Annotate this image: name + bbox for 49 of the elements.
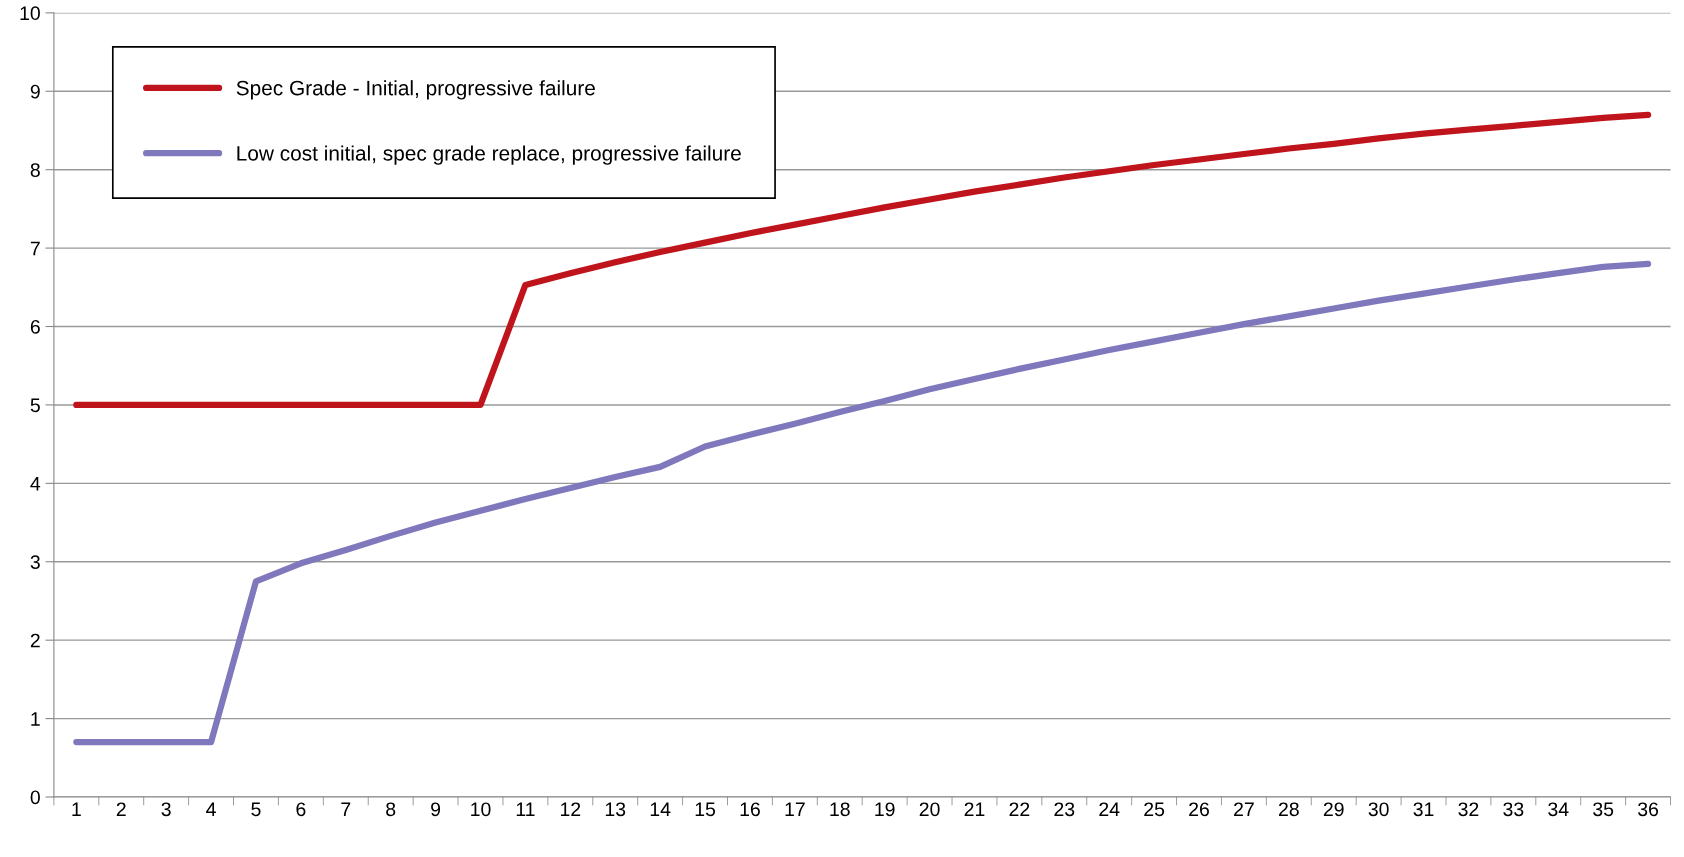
x-tick-label: 13 <box>605 802 626 817</box>
x-tick-label: 17 <box>785 802 805 816</box>
y-tick-label: 4 <box>30 477 41 491</box>
legend-label: Low cost initial, spec grade replace, progressive failure <box>237 145 741 165</box>
x-tick-label: 24 <box>1099 802 1120 816</box>
y-tick-label: 10 <box>20 6 40 21</box>
x-tick-label: 19 <box>875 802 895 817</box>
y-tick-label: 9 <box>30 84 40 99</box>
x-tick-label: 32 <box>1458 802 1479 817</box>
legend-label: Spec Grade - Initial, progressive failure <box>236 80 595 100</box>
x-tick-label: 25 <box>1144 802 1165 817</box>
y-tick-label: 8 <box>30 163 40 177</box>
x-tick-label: 6 <box>296 802 306 817</box>
x-tick-label: 35 <box>1593 802 1614 817</box>
x-tick-label: 28 <box>1278 802 1299 817</box>
x-tick-label: 20 <box>919 802 940 817</box>
x-tick-label: 1 <box>72 802 81 816</box>
y-tick-label: 0 <box>30 790 40 805</box>
y-tick-label: 5 <box>30 398 40 413</box>
x-tick-label: 15 <box>695 802 716 817</box>
x-tick-label: 31 <box>1413 802 1434 817</box>
x-tick-label: 3 <box>161 802 171 817</box>
x-tick-label: 36 <box>1638 802 1659 817</box>
x-tick-label: 9 <box>431 802 441 817</box>
y-tick-label: 2 <box>30 633 40 648</box>
x-tick-label: 21 <box>964 802 985 816</box>
x-tick-label: 7 <box>341 802 351 816</box>
y-tick-label: 1 <box>31 712 40 726</box>
y-tick-label: 3 <box>30 555 40 569</box>
x-tick-label: 14 <box>650 802 671 816</box>
x-tick-label: 26 <box>1189 802 1209 817</box>
x-tick-label: 5 <box>251 802 261 817</box>
y-tick-label: 7 <box>30 241 40 256</box>
x-tick-label: 22 <box>1009 802 1030 816</box>
x-tick-label: 27 <box>1234 802 1254 816</box>
x-tick-label: 4 <box>206 802 216 816</box>
x-tick-label: 8 <box>386 802 396 817</box>
x-tick-label: 10 <box>471 802 491 817</box>
x-tick-label: 2 <box>116 802 126 816</box>
x-tick-label: 29 <box>1323 802 1344 817</box>
x-tick-label: 30 <box>1368 802 1389 817</box>
x-tick-label: 33 <box>1503 802 1524 817</box>
x-tick-label: 23 <box>1054 802 1075 817</box>
y-tick-label: 6 <box>30 319 40 334</box>
x-tick-label: 11 <box>516 802 535 816</box>
x-tick-label: 18 <box>830 802 850 817</box>
x-tick-label: 34 <box>1548 802 1569 817</box>
x-tick-label: 16 <box>740 802 760 817</box>
x-tick-label: 12 <box>560 802 581 816</box>
